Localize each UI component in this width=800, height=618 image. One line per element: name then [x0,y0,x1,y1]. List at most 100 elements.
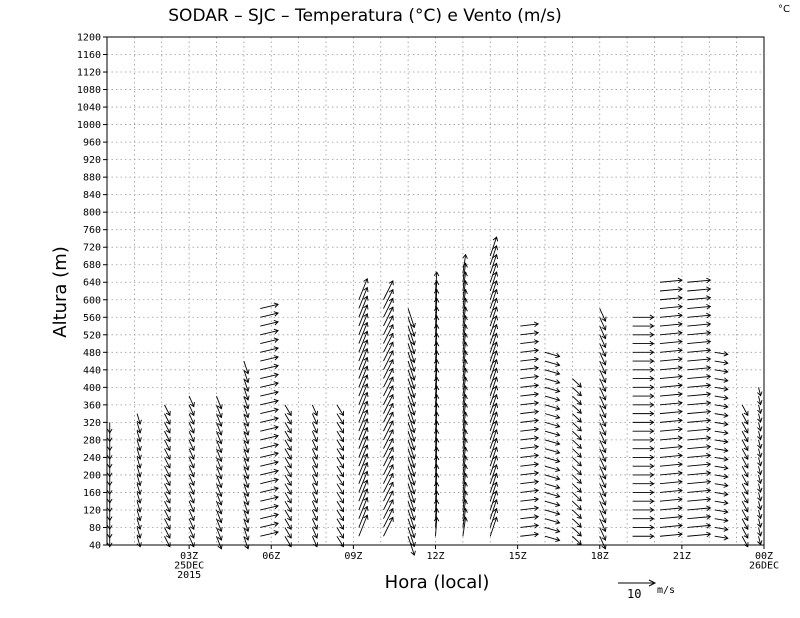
x-tick-label: 06Z [262,551,280,562]
wind-arrow-head [649,367,655,373]
wind-arrow [383,411,394,432]
wind-arrow-shaft [758,536,762,545]
wind-arrow [741,518,749,530]
y-tick-label: 640 [83,278,101,289]
wind-arrow [433,280,440,300]
wind-arrow [544,430,561,437]
wind-arrow-shaft [741,422,749,434]
wind-arrow-shaft [243,527,249,541]
wind-arrow-shaft [383,447,394,467]
wind-arrow-head [244,474,250,480]
wind-arrow [599,413,607,427]
wind-arrow-head [433,341,440,347]
wind-arrow [599,448,607,463]
wind-arrow [407,536,416,556]
wind-arrow-shaft [407,343,415,363]
wind-arrow [520,505,540,512]
wind-arrow [741,439,749,452]
wind-arrow-head [313,454,319,460]
wind-arrow [311,492,319,504]
wind-arrow [433,271,440,292]
wind-arrow [216,395,223,410]
wind-arrow-shaft [383,420,394,441]
wind-arrow [520,435,540,441]
wind-arrow-head [706,470,712,476]
wind-arrow-shaft [599,343,606,357]
wind-arrow-head [217,421,223,427]
wind-arrow [687,522,712,529]
wind-arrow-head [165,507,171,513]
wind-arrow [572,404,582,414]
wind-arrow-shaft [599,518,606,532]
wind-arrow-shaft [260,391,279,397]
wind-arrow-shaft [311,483,318,495]
wind-arrow [757,422,763,432]
wind-arrow-shaft [407,360,415,381]
wind-arrow-shaft [714,351,728,355]
wind-arrow [659,461,683,468]
wind-arrow-head [363,479,369,485]
wind-arrow-head [723,535,729,541]
wind-arrow-shaft [383,350,394,371]
wind-arrow-head [286,533,292,539]
y-tick-label: 720 [83,243,101,254]
wind-arrow-head [410,384,416,390]
wind-arrow-shaft [462,482,467,502]
wind-arrow-head [533,391,540,398]
wind-arrow-shaft [336,422,344,434]
wind-arrow-head [492,393,499,400]
wind-arrow [407,378,416,399]
wind-arrow-shaft [462,517,467,537]
wind-arrow-head [677,505,683,511]
wind-arrow-head [723,421,729,427]
wind-arrow-shaft [435,385,438,405]
wind-arrow [544,360,561,367]
wind-arrow-shaft [741,474,749,486]
wind-arrow-head [677,452,683,459]
wind-arrow-shaft [383,403,394,423]
wind-arrow [433,341,440,362]
wind-arrow-shaft [659,341,683,344]
wind-arrow-shaft [714,527,728,531]
wind-arrow-shaft [741,448,749,460]
wind-arrow-shaft [599,439,606,453]
wind-arrow-head [433,411,440,417]
wind-arrow [599,404,607,419]
y-tick-label: 480 [83,348,101,359]
wind-arrow-shaft [407,387,415,407]
wind-arrow-head [743,463,749,469]
wind-arrow [433,332,440,353]
wind-arrow-shaft [758,466,762,475]
wind-arrow-shaft [136,492,141,504]
wind-arrow [714,464,729,471]
wind-arrow-shaft [383,368,394,388]
wind-arrow-head [743,507,749,513]
wind-arrow-head [388,306,394,312]
wind-arrow-head [410,550,416,556]
wind-arrow-head [410,410,416,416]
wind-arrow-shaft [741,465,749,477]
wind-arrow [433,411,440,432]
wind-arrow [489,507,499,528]
wind-arrow-shaft [741,527,749,539]
legend-unit: m/s [657,585,675,596]
wind-arrow-shaft [407,369,415,389]
wind-arrow [544,439,561,446]
wind-arrow [164,509,171,522]
wind-arrow-head [533,461,540,468]
wind-arrow [544,413,561,420]
wind-arrow-shaft [520,507,539,511]
wind-arrow [136,466,142,478]
wind-arrow-shaft [407,448,415,468]
wind-arrow-shaft [462,385,467,405]
x-tick-label: 09Z [344,551,362,562]
wind-arrow-shaft [383,359,394,379]
wind-arrow [260,381,279,388]
wind-arrow-shaft [462,263,467,283]
wind-arrow-shaft [336,500,344,512]
wind-arrow-head [313,524,319,530]
wind-arrow-shaft [164,518,171,530]
wind-arrow-shaft [687,507,711,511]
wind-arrow-shaft [758,527,762,536]
